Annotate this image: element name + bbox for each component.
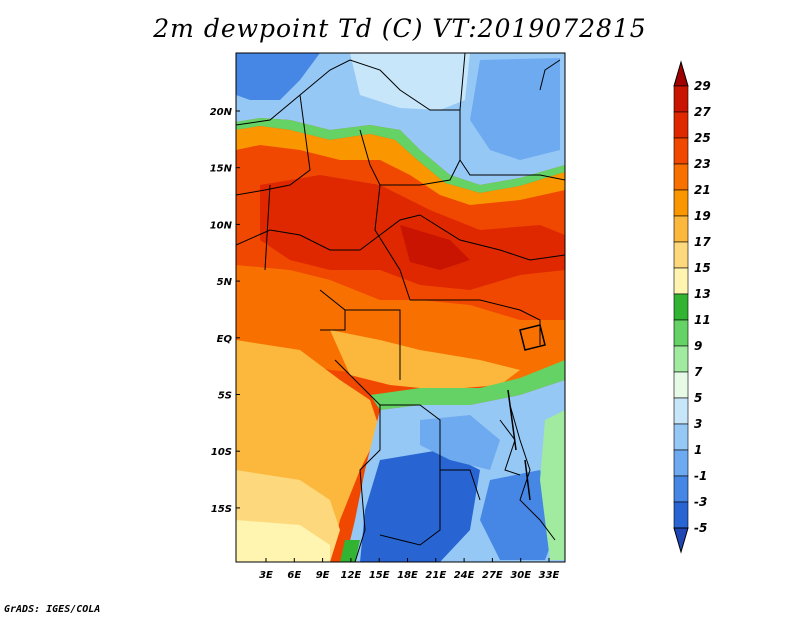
credit-text: GrADS: IGES/COLA: [4, 604, 101, 615]
colorbar-bin: [673, 189, 689, 217]
colorbar-bin: [673, 85, 689, 113]
colorbar-label: 3: [694, 417, 702, 431]
lon-label: 24E: [454, 570, 475, 581]
lon-label: 18E: [397, 570, 418, 581]
lon-label: 9E: [316, 570, 330, 581]
lat-label: EQ: [217, 334, 233, 345]
colorbar-bin: [673, 345, 689, 373]
colorbar-bin: [673, 163, 689, 191]
colorbar-bin: [673, 371, 689, 399]
colorbar-label: -5: [694, 521, 707, 535]
axis-labels: 3E 6E 9E 12E 15E 18E 21E 24E 27E 30E 33E 20N 15N 10N 5…: [210, 107, 560, 581]
colorbar-bin: [673, 449, 689, 477]
colorbar-label: 21: [694, 183, 711, 197]
colorbar-bin: [673, 319, 689, 347]
colorbar-label: 15: [694, 261, 711, 275]
map-title: 2m dewpoint Td (C) VT:2019072815: [153, 14, 647, 43]
lat-label: 10S: [211, 447, 232, 458]
lon-label: 6E: [287, 570, 301, 581]
colorbar-bin: [673, 475, 689, 503]
colorbar-bin: [673, 137, 689, 165]
colorbar-bin: [673, 215, 689, 243]
map-frame: [235, 52, 566, 563]
country-borders: [236, 53, 565, 562]
colorbar-label: 25: [694, 131, 711, 145]
lon-label: 21E: [425, 570, 446, 581]
colorbar-bin: [673, 267, 689, 295]
colorbar-label: 1: [694, 443, 702, 457]
colorbar: 29 27 25 23 21 19 17 15 13 11 9 7 5 3 1 -1 -3 -5: [673, 60, 711, 554]
lon-label: 27E: [482, 570, 503, 581]
dewpoint-field: [236, 53, 565, 562]
lon-label: 30E: [510, 570, 531, 581]
colorbar-label: 9: [694, 339, 702, 353]
lat-label: 15N: [210, 164, 233, 175]
colorbar-label: 13: [694, 287, 711, 301]
colorbar-label: 11: [694, 313, 711, 327]
colorbar-bin: [673, 423, 689, 451]
colorbar-label: 27: [694, 105, 711, 119]
colorbar-top-arrow: [673, 60, 689, 87]
colorbar-label: 23: [694, 157, 711, 171]
lat-label: 20N: [210, 107, 233, 118]
colorbar-label: 5: [694, 391, 702, 405]
colorbar-label: 7: [694, 365, 703, 379]
colorbar-label: 29: [694, 79, 711, 93]
colorbar-bin: [673, 111, 689, 139]
colorbar-label: -3: [694, 495, 707, 509]
lon-label: 15E: [369, 570, 390, 581]
colorbar-bin: [673, 293, 689, 321]
colorbar-bottom-arrow: [673, 527, 689, 554]
lat-label: 15S: [211, 504, 232, 515]
lat-label: 10N: [210, 220, 233, 231]
colorbar-label: -1: [694, 469, 707, 483]
lat-label: 5S: [218, 391, 232, 402]
lakes: [507, 324, 546, 501]
colorbar-bin: [673, 241, 689, 269]
lon-label: 12E: [341, 570, 362, 581]
lat-label: 5N: [217, 277, 233, 288]
lon-label: 3E: [259, 570, 273, 581]
colorbar-label: 19: [694, 209, 711, 223]
lon-label: 33E: [539, 570, 560, 581]
colorbar-label: 17: [694, 235, 711, 249]
colorbar-bin: [673, 501, 689, 529]
colorbar-bin: [673, 397, 689, 425]
